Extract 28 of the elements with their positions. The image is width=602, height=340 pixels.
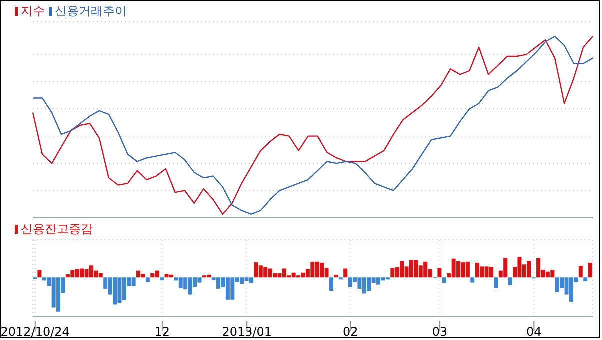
bar xyxy=(584,278,588,282)
bar xyxy=(334,274,338,278)
legend-label: 신용거래추이 xyxy=(54,3,127,20)
bar xyxy=(470,278,475,283)
x-tick-label: 12 xyxy=(154,325,170,339)
bar xyxy=(38,270,42,278)
legend-label: 신용잔고증감 xyxy=(20,221,93,238)
bar xyxy=(489,267,494,278)
bar xyxy=(508,278,512,286)
bar xyxy=(249,278,254,284)
bar xyxy=(442,278,446,284)
x-tick-label: 03 xyxy=(432,325,448,339)
bar xyxy=(494,278,498,288)
bar xyxy=(329,278,334,291)
bar xyxy=(344,268,348,278)
x-tick-label: 02 xyxy=(343,325,358,339)
x-tick-label: 2013/01 xyxy=(222,325,272,339)
bar xyxy=(438,268,442,278)
bar xyxy=(146,278,150,282)
bar xyxy=(169,274,174,278)
bar xyxy=(536,258,541,278)
bar xyxy=(136,270,141,278)
x-tick-label: 2012/10/24 xyxy=(0,325,70,339)
bar xyxy=(160,278,164,280)
legend-label: 지수 xyxy=(20,3,45,20)
bar xyxy=(588,262,592,278)
x-tick-label: 04 xyxy=(526,325,542,339)
bar xyxy=(578,266,583,278)
